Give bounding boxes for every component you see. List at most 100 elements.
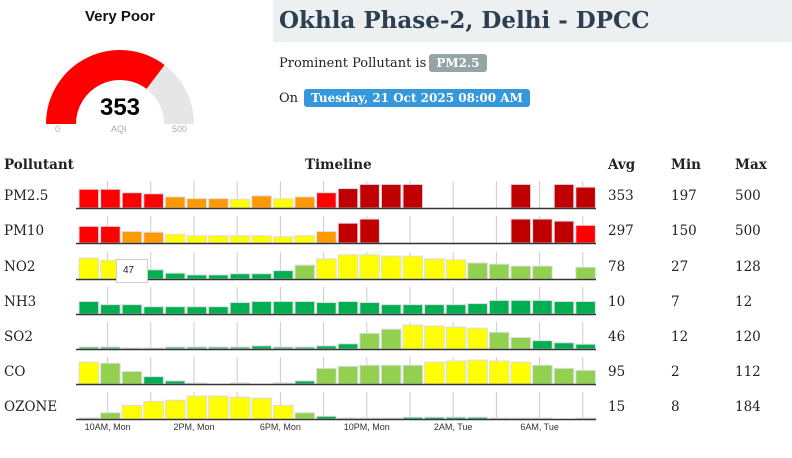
bar-nh3-0[interactable] (78, 301, 100, 315)
bar-nh3-22[interactable] (553, 301, 575, 315)
bar-ozone-7[interactable] (229, 396, 251, 420)
bar-nh3-20[interactable] (510, 299, 532, 315)
bar-pm25-22[interactable] (553, 183, 575, 209)
bar-so2-6[interactable] (208, 346, 229, 350)
bar-co-16[interactable] (424, 361, 445, 385)
bar-pm25-5[interactable] (186, 198, 208, 209)
bar-nh3-6[interactable] (208, 306, 229, 315)
bar-pm10-22[interactable] (553, 220, 575, 244)
bar-co-23[interactable] (575, 369, 596, 385)
bar-ozone-5[interactable] (186, 395, 208, 420)
bar-no2-11[interactable] (316, 258, 337, 280)
bar-so2-19[interactable] (488, 331, 510, 350)
bar-no2-18[interactable] (467, 262, 488, 280)
bar-pm25-3[interactable] (143, 193, 164, 209)
bar-co-17[interactable] (445, 360, 467, 385)
bar-nh3-23[interactable] (575, 301, 596, 315)
bar-co-21[interactable] (532, 364, 553, 385)
bar-no2-8[interactable] (251, 273, 272, 280)
bar-so2-10[interactable] (294, 346, 316, 350)
bar-so2-21[interactable] (532, 340, 553, 350)
bar-pm10-10[interactable] (294, 235, 316, 244)
bar-no2-12[interactable] (337, 254, 359, 280)
bar-pm25-11[interactable] (316, 192, 337, 209)
bar-ozone-6[interactable] (208, 395, 229, 420)
bar-no2-0[interactable] (78, 257, 100, 280)
bar-no2-4[interactable] (164, 272, 186, 280)
bar-ozone-4[interactable] (164, 399, 186, 420)
bar-so2-8[interactable] (251, 345, 272, 350)
bar-no2-9[interactable] (272, 270, 294, 280)
bar-pm25-13[interactable] (359, 183, 380, 209)
bar-co-4[interactable] (164, 380, 186, 385)
bar-so2-7[interactable] (229, 346, 251, 350)
bar-co-1[interactable] (100, 362, 121, 385)
bar-co-18[interactable] (467, 359, 488, 385)
bar-pm10-9[interactable] (272, 236, 294, 244)
bar-no2-7[interactable] (229, 273, 251, 280)
bar-pm10-6[interactable] (208, 235, 229, 244)
bar-pm10-13[interactable] (359, 218, 380, 244)
bar-pm10-23[interactable] (575, 224, 596, 244)
bar-co-12[interactable] (337, 365, 359, 385)
bar-co-3[interactable] (143, 376, 164, 385)
bar-pm10-8[interactable] (251, 235, 272, 244)
bar-nh3-18[interactable] (467, 303, 488, 315)
bar-pm10-5[interactable] (186, 235, 208, 244)
bar-pm10-4[interactable] (164, 233, 186, 244)
bar-pm25-9[interactable] (272, 198, 294, 209)
bar-no2-19[interactable] (488, 263, 510, 280)
bar-nh3-11[interactable] (316, 302, 337, 315)
bar-no2-13[interactable] (359, 254, 380, 280)
bar-no2-20[interactable] (510, 265, 532, 280)
bar-pm25-4[interactable] (164, 196, 186, 209)
bar-co-19[interactable] (488, 360, 510, 385)
bar-ozone-16[interactable] (424, 416, 445, 420)
bar-nh3-5[interactable] (186, 306, 208, 315)
bar-no2-21[interactable] (532, 265, 553, 280)
bar-nh3-21[interactable] (532, 299, 553, 315)
bar-nh3-12[interactable] (337, 301, 359, 315)
bar-ozone-1[interactable] (100, 412, 121, 420)
bar-co-2[interactable] (121, 371, 143, 385)
bar-nh3-4[interactable] (164, 306, 186, 315)
bar-pm25-7[interactable] (229, 198, 251, 209)
bar-pm10-11[interactable] (316, 231, 337, 244)
bar-pm25-8[interactable] (251, 195, 272, 209)
bar-no2-17[interactable] (445, 259, 467, 280)
bar-nh3-19[interactable] (488, 299, 510, 315)
bar-so2-1[interactable] (100, 346, 121, 350)
bar-so2-16[interactable] (424, 325, 445, 350)
bar-so2-9[interactable] (272, 346, 294, 350)
bar-nh3-7[interactable] (229, 302, 251, 315)
bar-co-22[interactable] (553, 367, 575, 385)
bar-co-11[interactable] (316, 367, 337, 385)
bar-pm25-23[interactable] (575, 186, 596, 209)
bar-nh3-16[interactable] (424, 304, 445, 315)
bar-so2-11[interactable] (316, 345, 337, 350)
bar-no2-14[interactable] (380, 255, 402, 280)
bar-nh3-1[interactable] (100, 304, 121, 315)
bar-no2-15[interactable] (402, 255, 424, 280)
bar-co-20[interactable] (510, 361, 532, 385)
bar-so2-0[interactable] (78, 346, 100, 350)
bar-so2-15[interactable] (402, 324, 424, 350)
bar-so2-5[interactable] (186, 346, 208, 350)
bar-nh3-2[interactable] (121, 304, 143, 315)
bar-ozone-11[interactable] (316, 415, 337, 420)
bar-co-14[interactable] (380, 364, 402, 385)
bar-nh3-15[interactable] (402, 304, 424, 315)
bar-ozone-9[interactable] (272, 404, 294, 420)
bar-ozone-2[interactable] (121, 404, 143, 420)
bar-ozone-17[interactable] (445, 416, 467, 420)
bar-nh3-10[interactable] (294, 301, 316, 315)
bar-ozone-10[interactable] (294, 412, 316, 420)
bar-so2-23[interactable] (575, 343, 596, 350)
bar-pm25-20[interactable] (510, 183, 532, 209)
bar-nh3-8[interactable] (251, 301, 272, 315)
bar-pm25-0[interactable] (78, 188, 100, 209)
bar-pm25-2[interactable] (121, 192, 143, 209)
bar-so2-4[interactable] (164, 346, 186, 350)
bar-so2-22[interactable] (553, 342, 575, 350)
bar-no2-23[interactable] (575, 266, 596, 280)
